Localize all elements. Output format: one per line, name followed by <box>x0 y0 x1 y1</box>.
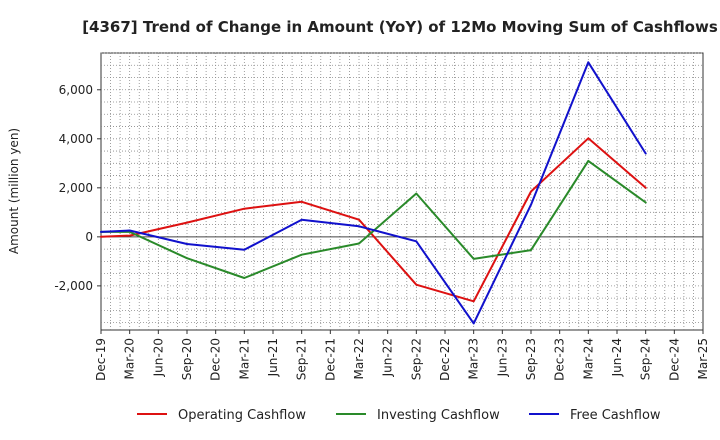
x-tick-label: Dec-22 <box>438 338 452 381</box>
legend-label-operating-cashflow: Operating Cashflow <box>178 408 306 423</box>
x-tick-label: Jun-21 <box>266 338 280 377</box>
y-tick-label: -2,000 <box>54 279 93 293</box>
x-tick-label: Sep-24 <box>639 338 653 380</box>
x-tick-label: Jun-22 <box>381 338 395 377</box>
x-tick-label: Mar-23 <box>467 338 481 379</box>
plot-area: -2,000 0 2,000 4,000 6,000 Dec-19 Mar-20 Jun-20… <box>54 52 710 381</box>
x-tick-label: Mar-20 <box>123 338 137 379</box>
chart-title: [4367] Trend of Change in Amount (YoY) o… <box>82 18 718 36</box>
x-tick-label: Dec-24 <box>667 338 681 381</box>
x-tick-label: Sep-23 <box>524 338 538 380</box>
x-tick-label: Jun-23 <box>495 338 509 377</box>
series-line-operating-cashflow <box>100 137 647 303</box>
legend-label-investing-cashflow: Investing Cashflow <box>377 408 500 423</box>
x-tick-label: Mar-21 <box>237 338 251 379</box>
series-line-free-cashflow <box>100 61 647 325</box>
y-tick-label: 0 <box>85 230 93 244</box>
x-tick-label: Mar-22 <box>352 338 366 379</box>
x-tick-label: Dec-23 <box>553 338 567 381</box>
x-tick-label: Sep-21 <box>295 338 309 380</box>
legend: Operating Cashflow Investing Cashflow Free… <box>137 408 661 423</box>
plot-frame <box>100 52 704 331</box>
series-line-investing-cashflow <box>100 159 647 279</box>
y-axis-label: Amount (million yen) <box>7 128 21 254</box>
x-tick-label: Jun-24 <box>610 338 624 377</box>
x-tick-label: Mar-25 <box>696 338 710 379</box>
x-tick-label: Sep-22 <box>409 338 423 380</box>
y-tick-label: 2,000 <box>59 181 93 195</box>
x-tick-label: Jun-20 <box>151 338 165 377</box>
x-tick-label: Dec-21 <box>323 338 337 381</box>
x-tick-label: Dec-20 <box>209 338 223 381</box>
x-tick-label: Dec-19 <box>94 338 108 381</box>
x-tick-label: Sep-20 <box>180 338 194 380</box>
y-tick-label: 6,000 <box>59 83 93 97</box>
y-tick-label: 4,000 <box>59 132 93 146</box>
legend-label-free-cashflow: Free Cashflow <box>570 408 661 423</box>
x-tick-label: Mar-24 <box>581 338 595 379</box>
